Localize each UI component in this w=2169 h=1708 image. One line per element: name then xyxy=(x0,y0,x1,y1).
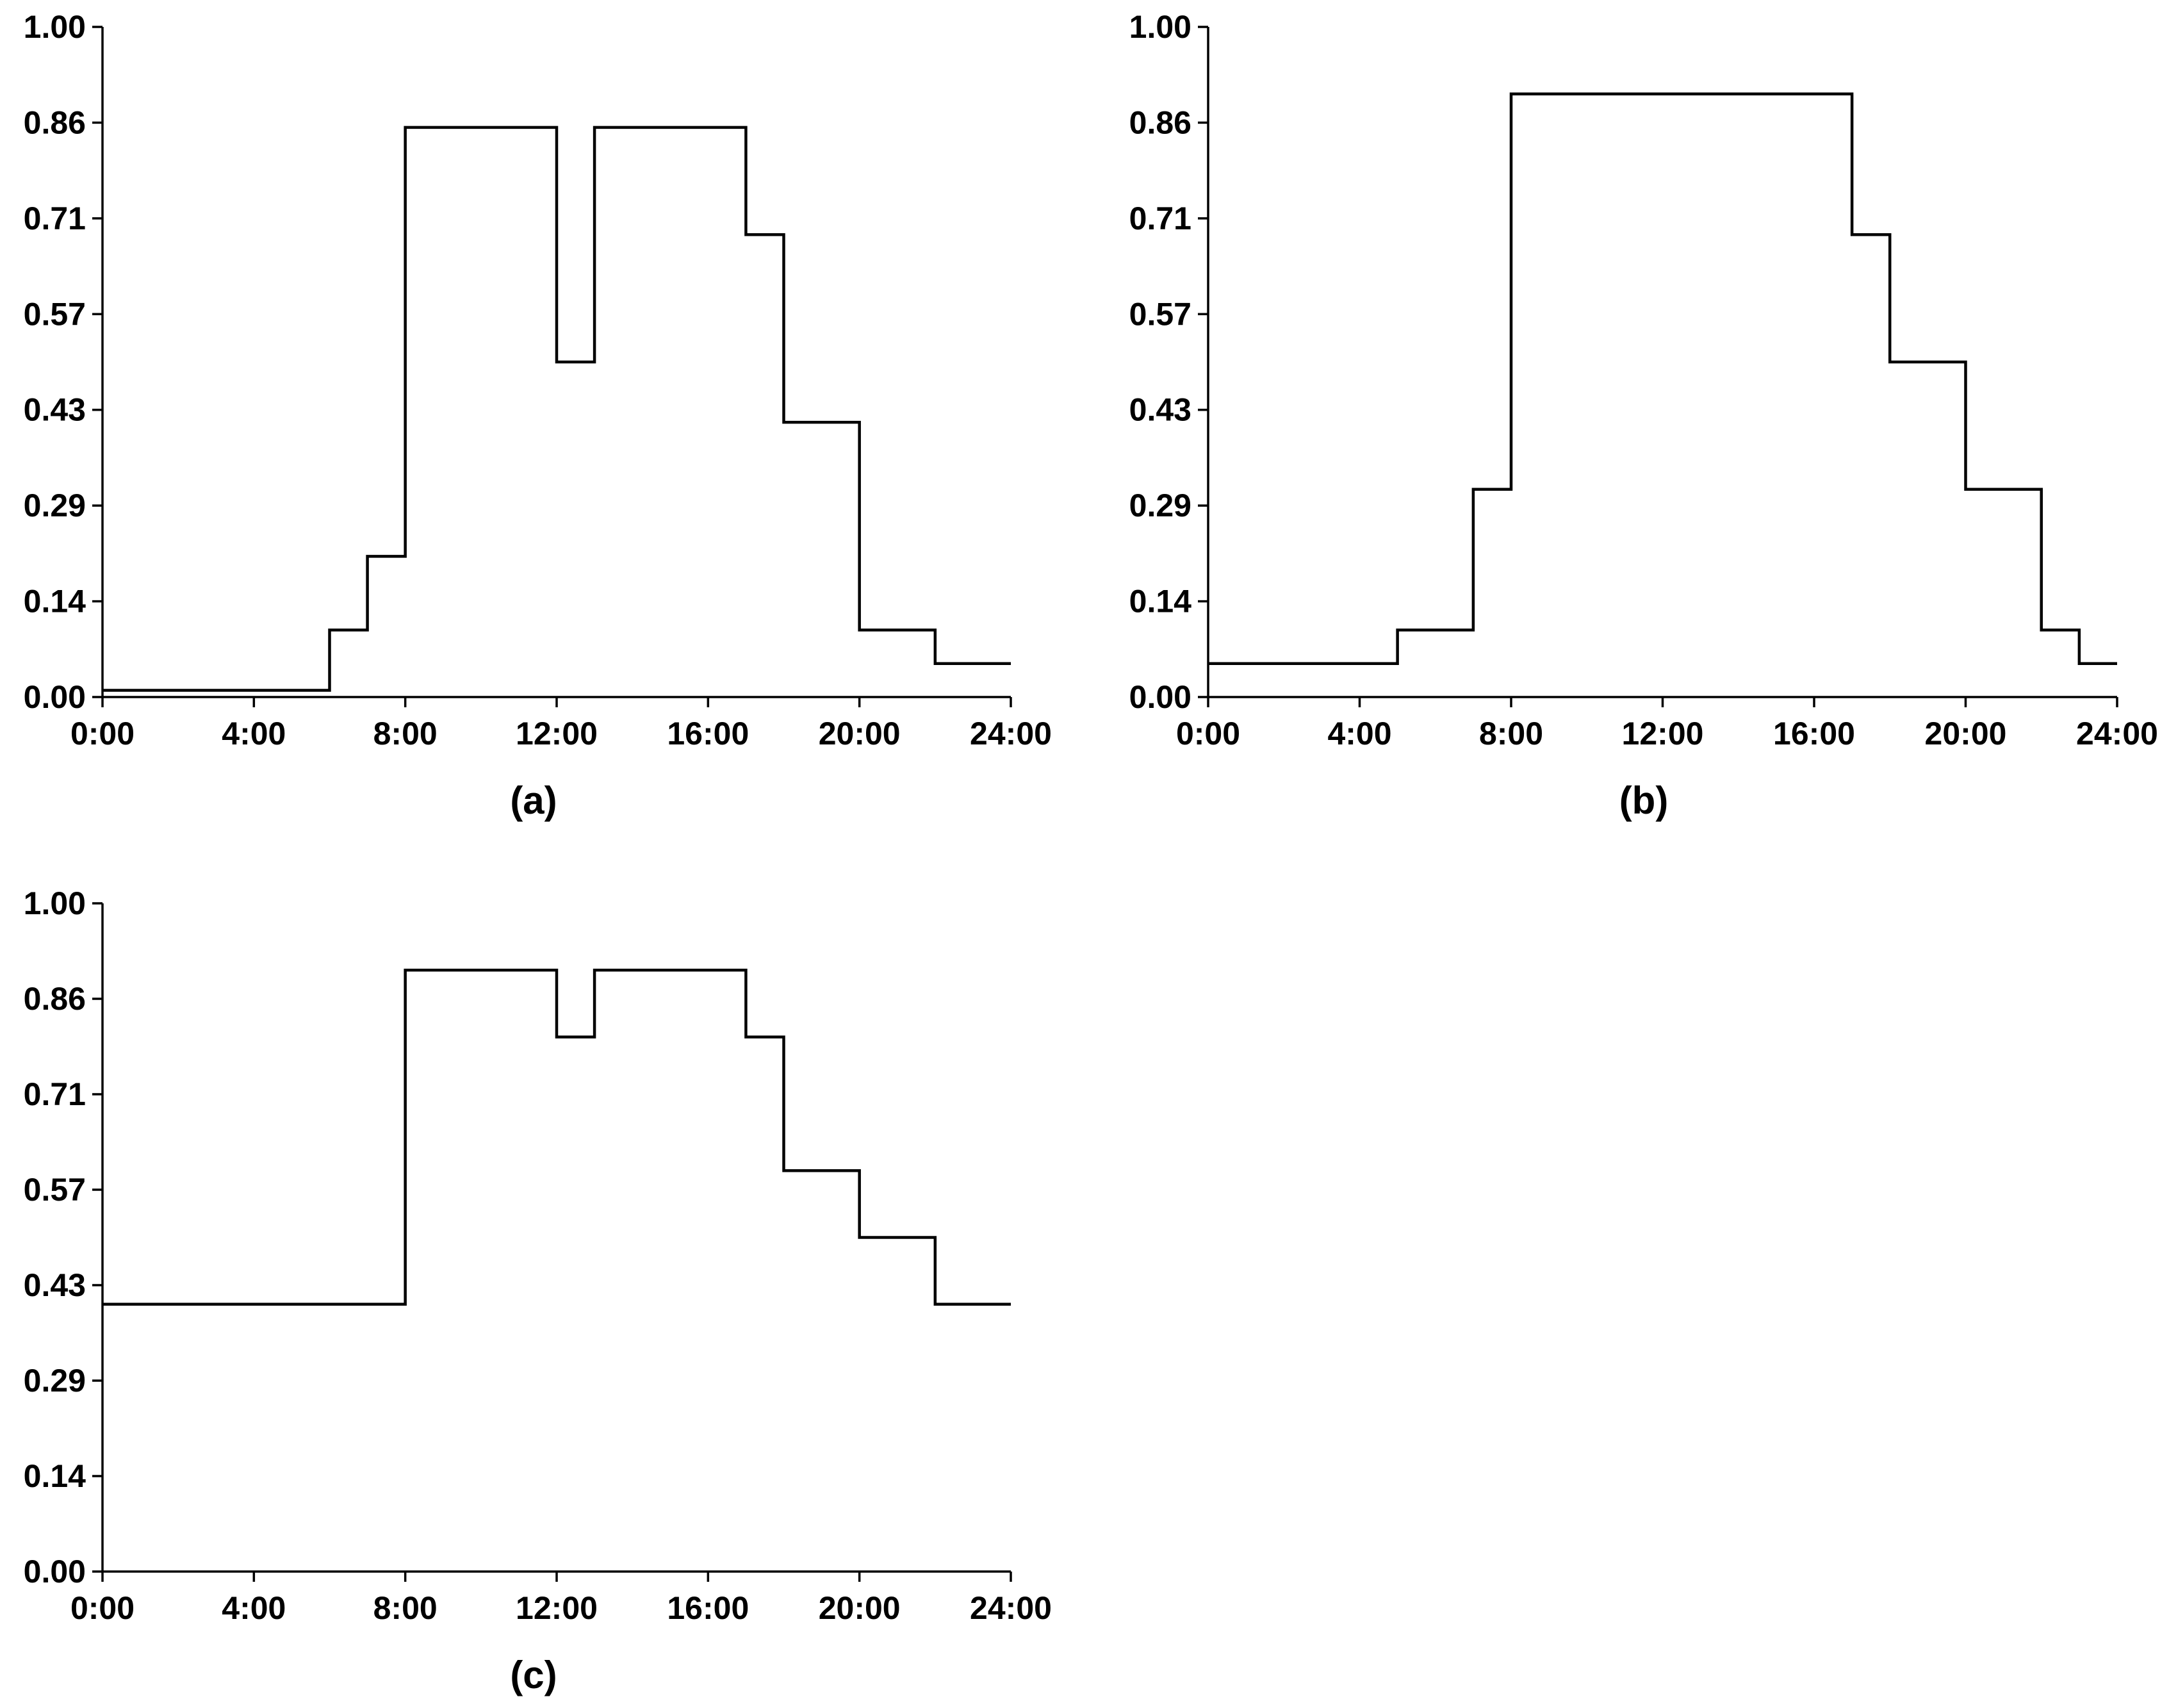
y-tick-label: 1.00 xyxy=(24,885,86,921)
y-tick-label: 0.00 xyxy=(1129,679,1191,715)
y-tick-label: 0.86 xyxy=(24,981,86,1017)
panel-label: (b) xyxy=(1619,779,1669,822)
x-tick-label: 4:00 xyxy=(222,716,286,751)
y-tick-label: 0.29 xyxy=(1129,488,1191,523)
y-tick-label: 0.14 xyxy=(24,1458,86,1494)
x-tick-label: 24:00 xyxy=(2076,716,2158,751)
y-tick-label: 0.43 xyxy=(24,392,86,428)
y-tick-label: 0.43 xyxy=(24,1267,86,1303)
panel-label: (c) xyxy=(510,1654,557,1696)
x-tick-label: 12:00 xyxy=(516,716,598,751)
y-tick-label: 0.29 xyxy=(24,1363,86,1399)
x-tick-label: 20:00 xyxy=(819,1590,901,1626)
y-tick-label: 0.29 xyxy=(24,488,86,523)
step-series-line xyxy=(102,126,1011,692)
y-tick-label: 0.00 xyxy=(24,1554,86,1589)
x-tick-label: 0:00 xyxy=(1176,716,1240,751)
x-tick-label: 8:00 xyxy=(373,1590,438,1626)
x-tick-label: 0:00 xyxy=(70,1590,135,1626)
x-tick-label: 16:00 xyxy=(667,716,749,751)
x-tick-label: 16:00 xyxy=(1773,716,1855,751)
x-tick-label: 20:00 xyxy=(819,716,901,751)
step-series-line xyxy=(102,969,1011,1306)
y-tick-label: 0.14 xyxy=(1129,584,1192,620)
y-tick-label: 0.57 xyxy=(24,296,86,332)
y-tick-label: 0.57 xyxy=(1129,296,1191,332)
x-tick-label: 12:00 xyxy=(1622,716,1704,751)
step-series-line xyxy=(1208,92,2117,665)
y-tick-label: 0.43 xyxy=(1129,392,1191,428)
x-tick-label: 4:00 xyxy=(222,1590,286,1626)
y-tick-label: 1.00 xyxy=(1129,9,1191,45)
y-tick-label: 0.86 xyxy=(24,104,86,140)
panel-a: 0.00 0.14 0.29 0.43 0.57 0.71 0.86 1.00 0:00 4:00… xyxy=(24,9,1052,822)
y-tick-label: 0.14 xyxy=(24,584,86,620)
x-tick-label: 24:00 xyxy=(970,1590,1052,1626)
y-tick-label: 0.71 xyxy=(24,1076,86,1112)
y-tick-label: 0.71 xyxy=(24,201,86,236)
y-tick-label: 0.57 xyxy=(24,1172,86,1208)
panel-c: 0.00 0.14 0.29 0.43 0.57 0.71 0.86 1.00 0:00 4:00… xyxy=(24,885,1052,1696)
x-tick-label: 12:00 xyxy=(516,1590,598,1626)
panel-b: 0.00 0.14 0.29 0.43 0.57 0.71 0.86 1.00 0:00 4:00… xyxy=(1129,9,2158,822)
x-tick-label: 4:00 xyxy=(1327,716,1391,751)
x-tick-label: 8:00 xyxy=(373,716,438,751)
x-tick-label: 8:00 xyxy=(1479,716,1543,751)
x-tick-label: 20:00 xyxy=(1925,716,2007,751)
x-tick-label: 16:00 xyxy=(667,1590,749,1626)
x-tick-label: 24:00 xyxy=(970,716,1052,751)
panel-label: (a) xyxy=(510,779,557,822)
x-tick-label: 0:00 xyxy=(70,716,135,751)
y-tick-label: 0.71 xyxy=(1129,201,1191,236)
y-tick-label: 0.00 xyxy=(24,679,86,715)
y-tick-label: 1.00 xyxy=(24,9,86,45)
y-tick-label: 0.86 xyxy=(1129,104,1191,140)
